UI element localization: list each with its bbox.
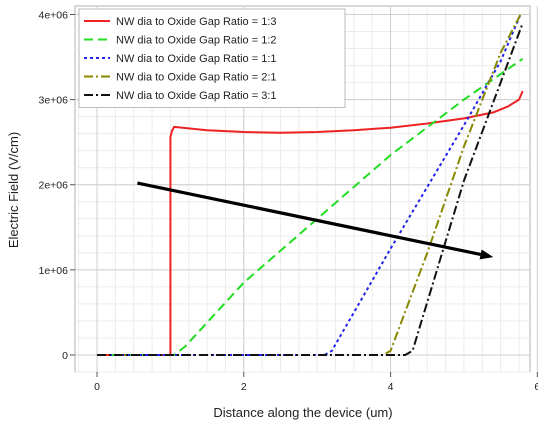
annotation-arrow-head	[479, 249, 494, 260]
y-tick-label: 4e+06	[39, 10, 69, 22]
series-layer	[97, 14, 524, 356]
y-tick-label: 3e+06	[39, 95, 69, 107]
x-tick-label: 4	[388, 381, 394, 393]
x-axis-ticks: 0 2 4 6	[94, 372, 538, 393]
y-axis-label: Electric Field (V/cm)	[6, 132, 21, 248]
x-tick-label: 6	[534, 381, 538, 393]
y-tick-label: 1e+06	[39, 265, 69, 277]
legend-label: NW dia to Oxide Gap Ratio = 1:3	[116, 16, 277, 28]
series-line	[97, 90, 524, 356]
annotation-layer	[137, 181, 494, 260]
x-tick-label: 0	[94, 381, 100, 393]
legend-label: NW dia to Oxide Gap Ratio = 1:2	[116, 35, 277, 47]
y-axis-ticks: 0 1e+06 2e+06 3e+06 4e+06	[39, 10, 75, 362]
y-tick-label: 0	[62, 350, 68, 362]
legend: NW dia to Oxide Gap Ratio = 1:3 NW dia to…	[78, 8, 346, 108]
y-tick-label: 2e+06	[39, 180, 69, 192]
x-axis-label: Distance along the device (um)	[213, 405, 392, 420]
legend-label: NW dia to Oxide Gap Ratio = 1:1	[116, 53, 277, 65]
series-line	[97, 22, 524, 356]
legend-box	[78, 8, 346, 108]
legend-label: NW dia to Oxide Gap Ratio = 2:1	[116, 72, 277, 84]
legend-label: NW dia to Oxide Gap Ratio = 3:1	[116, 90, 277, 102]
series-line	[97, 14, 522, 356]
annotation-arrow-shaft	[137, 181, 481, 257]
x-tick-label: 2	[241, 381, 247, 393]
series-line	[97, 14, 522, 356]
